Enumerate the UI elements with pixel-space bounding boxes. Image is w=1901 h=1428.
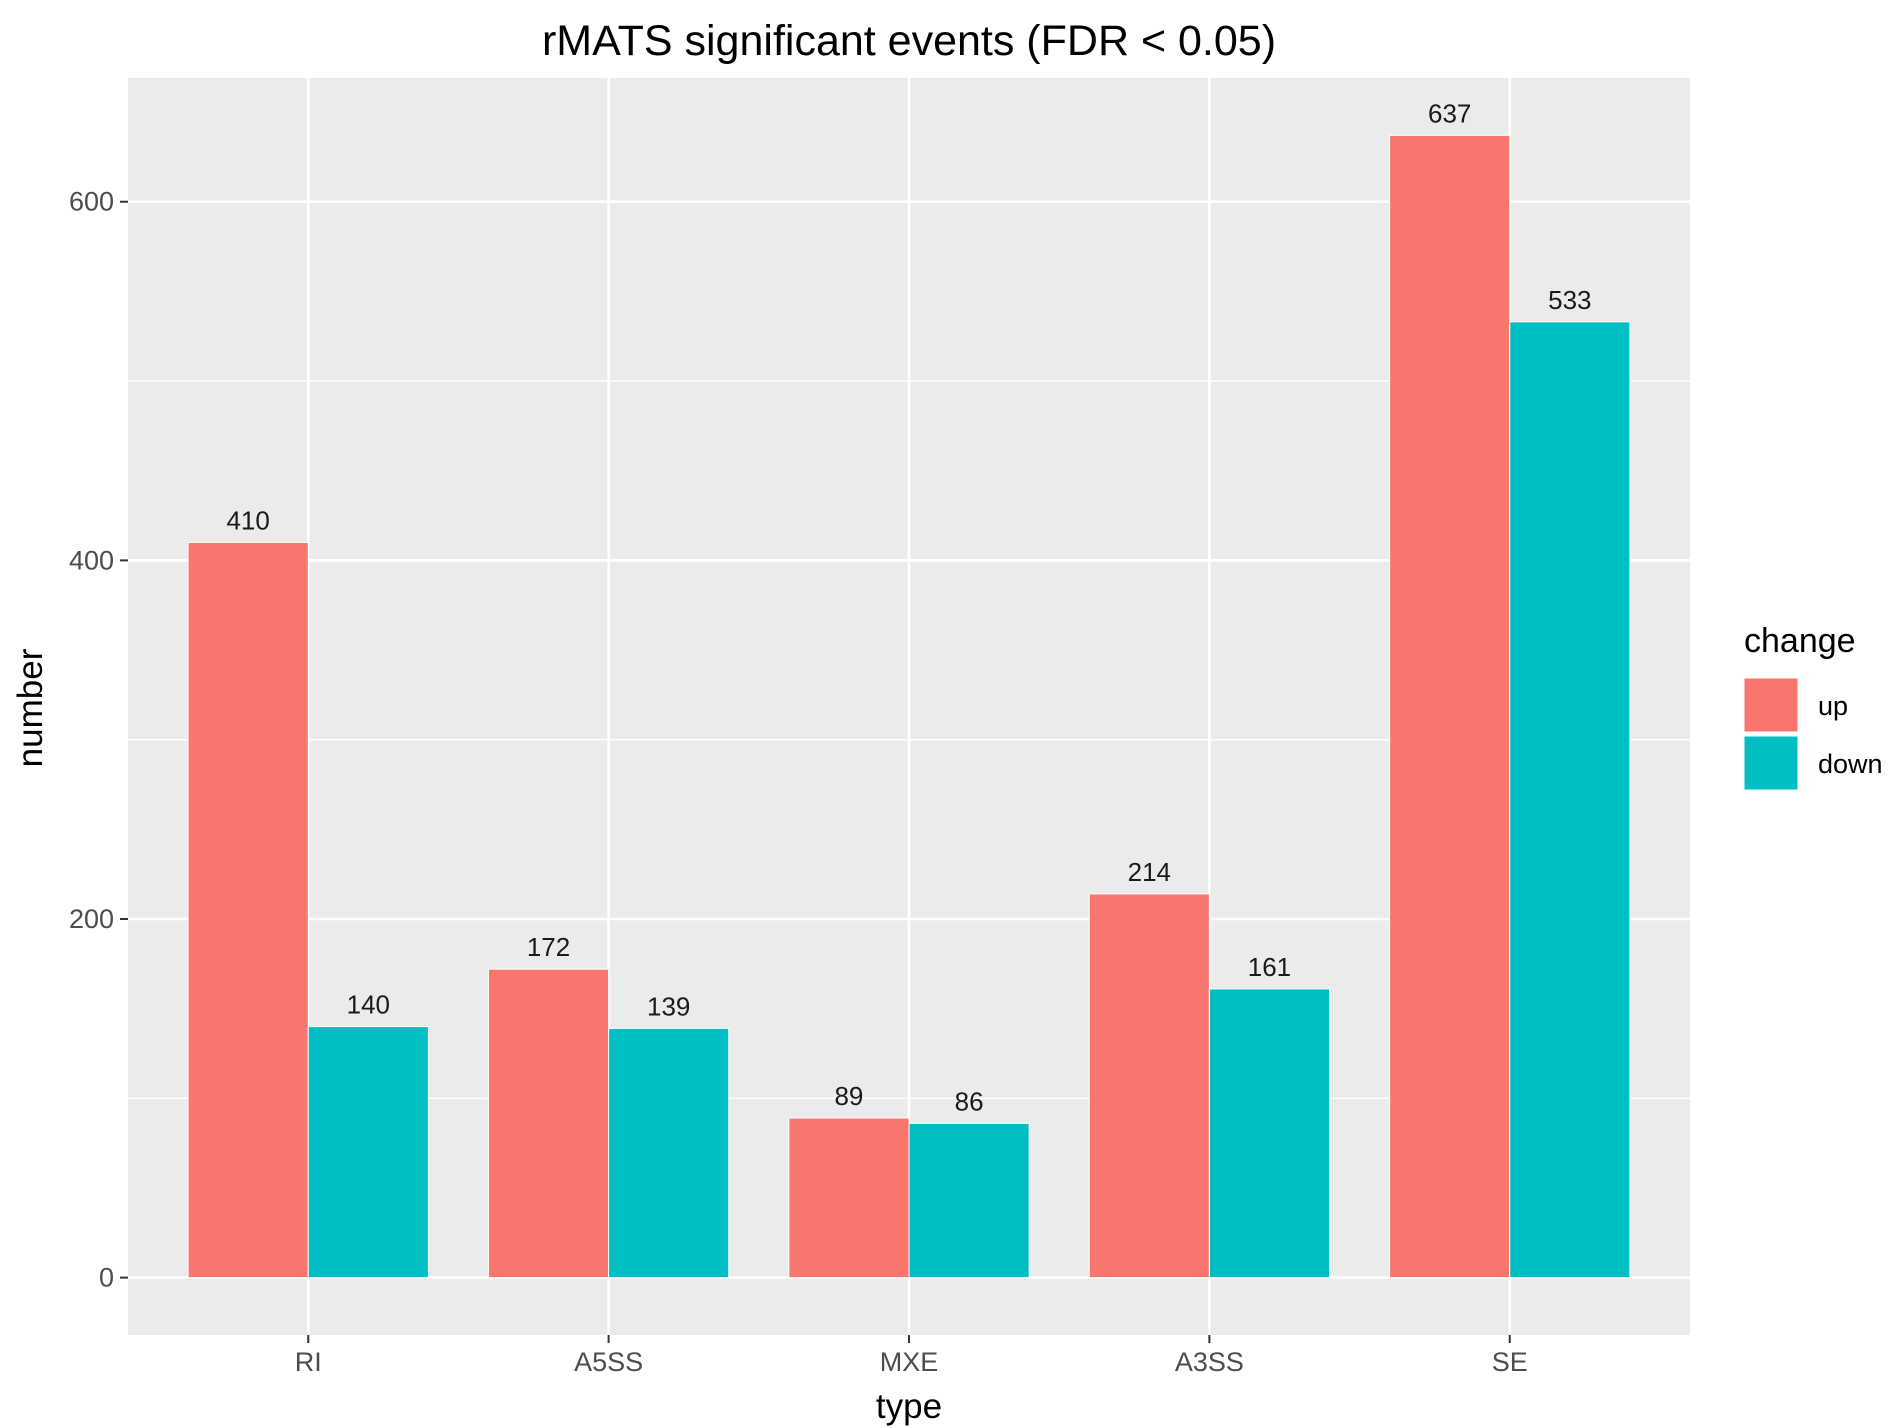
data-label-up-SE: 637	[1428, 98, 1471, 128]
data-label-up-MXE: 89	[834, 1081, 863, 1111]
x-axis-title: type	[876, 1387, 942, 1426]
data-label-down-SE: 533	[1548, 285, 1591, 315]
bar-down-A3SS	[1208, 988, 1331, 1279]
legend-label-down: down	[1818, 749, 1883, 779]
legend-key-up	[1743, 677, 1799, 733]
y-tick-label: 600	[69, 187, 114, 217]
data-label-up-A5SS: 172	[527, 932, 570, 962]
y-tick-label: 0	[99, 1263, 114, 1293]
bar-down-RI	[307, 1026, 429, 1279]
data-label-down-RI: 140	[347, 990, 390, 1020]
data-label-up-A3SS: 214	[1128, 857, 1171, 887]
bars	[187, 134, 1631, 1279]
bar-up-SE	[1389, 134, 1511, 1279]
y-axis: 0 200 400 600	[69, 187, 128, 1293]
bar-down-A5SS	[608, 1027, 730, 1279]
x-tick-label: A5SS	[574, 1347, 643, 1377]
legend-title: change	[1744, 622, 1856, 660]
bar-value-labels: 410 172 89 214 637 140 139 86 161 533	[226, 98, 1591, 1116]
y-axis-title: number	[11, 648, 50, 767]
y-tick-label: 400	[69, 545, 114, 575]
bar-up-A5SS	[487, 968, 610, 1279]
y-tick-label: 200	[69, 904, 114, 934]
bar-up-A3SS	[1088, 893, 1210, 1279]
data-label-up-RI: 410	[226, 505, 269, 535]
chart-title: rMATS significant events (FDR < 0.05)	[542, 17, 1276, 65]
x-tick-label: SE	[1492, 1347, 1528, 1377]
x-tick-label: RI	[295, 1347, 322, 1377]
data-label-down-A3SS: 161	[1248, 952, 1291, 982]
x-tick-label: A3SS	[1175, 1347, 1244, 1377]
data-label-down-A5SS: 139	[647, 991, 690, 1021]
x-tick-label: MXE	[880, 1347, 939, 1377]
bar-down-MXE	[908, 1122, 1030, 1279]
bar-down-SE	[1509, 321, 1631, 1279]
x-axis: RI A5SS MXE A3SS SE	[295, 1335, 1528, 1377]
data-label-down-MXE: 86	[955, 1086, 984, 1116]
legend-key-down	[1743, 735, 1799, 791]
legend-label-up: up	[1818, 691, 1848, 721]
legend: change up down	[1743, 622, 1883, 791]
bar-up-MXE	[788, 1117, 910, 1279]
bar-up-RI	[187, 541, 309, 1279]
